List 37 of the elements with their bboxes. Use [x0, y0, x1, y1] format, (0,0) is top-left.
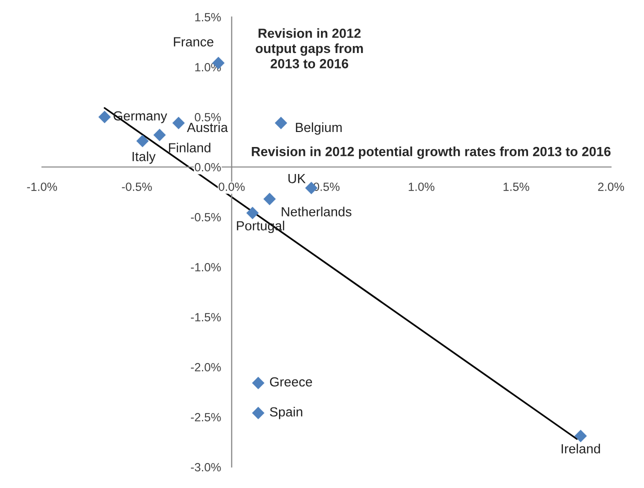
annotation: France	[174, 37, 214, 47]
x-tick-label: 1.0%	[408, 182, 434, 191]
y-tick-label: -3.0%	[190, 463, 221, 472]
y-tick-label: -2.0%	[190, 363, 221, 372]
x-tick-label: 1.5%	[504, 182, 530, 191]
point	[274, 116, 288, 130]
y-axis-title: Revision in 2012 output gaps from 2013 to 2016	[256, 28, 363, 68]
point	[263, 192, 276, 206]
x-axis-title: Revision in 2012 potential growth rates from 2013 to 2016	[252, 146, 611, 159]
x-tick-label: -1.0%	[27, 182, 57, 191]
x-tick-label: 0.0%	[218, 182, 245, 191]
y-tick-label: -0.5%	[190, 213, 221, 222]
annotation: Austria	[186, 122, 228, 132]
annotation: Spain	[270, 406, 302, 420]
point	[136, 134, 149, 148]
y-tick-label: 0.0%	[194, 163, 221, 172]
y-tick-label: 1.5%	[195, 13, 221, 22]
y-tick-label: -2.5%	[190, 413, 221, 422]
annotation: Greece	[270, 377, 312, 387]
annotation: Netherlands	[282, 206, 352, 216]
point	[252, 406, 264, 420]
point	[172, 116, 185, 130]
x-tick-label: 2.0%	[598, 182, 624, 191]
point	[252, 376, 264, 390]
x-tick-label: -0.5%	[122, 182, 152, 191]
point	[153, 128, 166, 142]
point	[98, 110, 111, 124]
annotation: Finland	[169, 142, 210, 152]
annotation: Ireland	[562, 444, 600, 454]
annotation: Belgium	[296, 122, 342, 135]
annotation: Italy	[132, 152, 156, 164]
y-tick-label: -1.5%	[190, 313, 221, 322]
annotation: UK	[288, 174, 306, 184]
point	[574, 430, 587, 442]
y-tick-label: -1.0%	[190, 263, 221, 272]
point	[246, 206, 259, 220]
y-tick-label: 0.5%	[194, 113, 221, 122]
